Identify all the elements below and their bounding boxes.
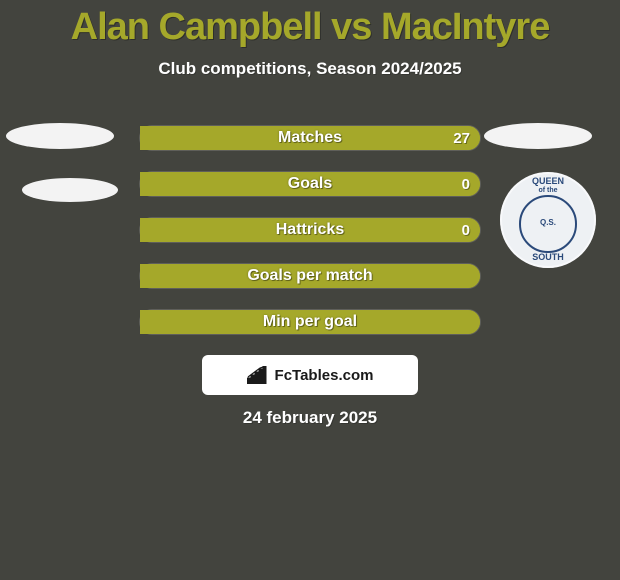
club-badge-text-bottom: SOUTH [532,253,564,263]
stat-bar-label: Goals [140,172,480,196]
stat-bar: Goals0 [140,172,480,196]
club-badge-inner: Q.S. [519,195,577,253]
stat-bar-label: Matches [140,126,480,150]
stat-bar-value-right: 0 [462,218,470,242]
stat-bar-label: Goals per match [140,264,480,288]
silhouette-ellipse [484,123,592,149]
silhouette-ellipse [6,123,114,149]
page-title: Alan Campbell vs MacIntyre [0,0,620,49]
stat-bar-value-right: 0 [462,172,470,196]
stat-bar-label: Min per goal [140,310,480,334]
comparison-bars: Matches27Goals0Hattricks0Goals per match… [140,126,480,356]
stat-bar-label: Hattricks [140,218,480,242]
club-badge-right: QUEEN of the Q.S. SOUTH [500,172,596,268]
source-badge: FcTables.com [202,355,418,395]
club-badge-text-side: of the [538,187,557,195]
silhouette-ellipse [22,178,118,202]
source-badge-text: FcTables.com [275,367,374,384]
stat-bar: Matches27 [140,126,480,150]
stat-bar: Goals per match [140,264,480,288]
bar-chart-icon [247,366,269,384]
club-badge-text-top: QUEEN [532,177,564,187]
stat-bar: Min per goal [140,310,480,334]
stat-bar-value-right: 27 [453,126,470,150]
generation-date: 24 february 2025 [0,408,620,428]
stat-bar: Hattricks0 [140,218,480,242]
page-subtitle: Club competitions, Season 2024/2025 [0,59,620,79]
